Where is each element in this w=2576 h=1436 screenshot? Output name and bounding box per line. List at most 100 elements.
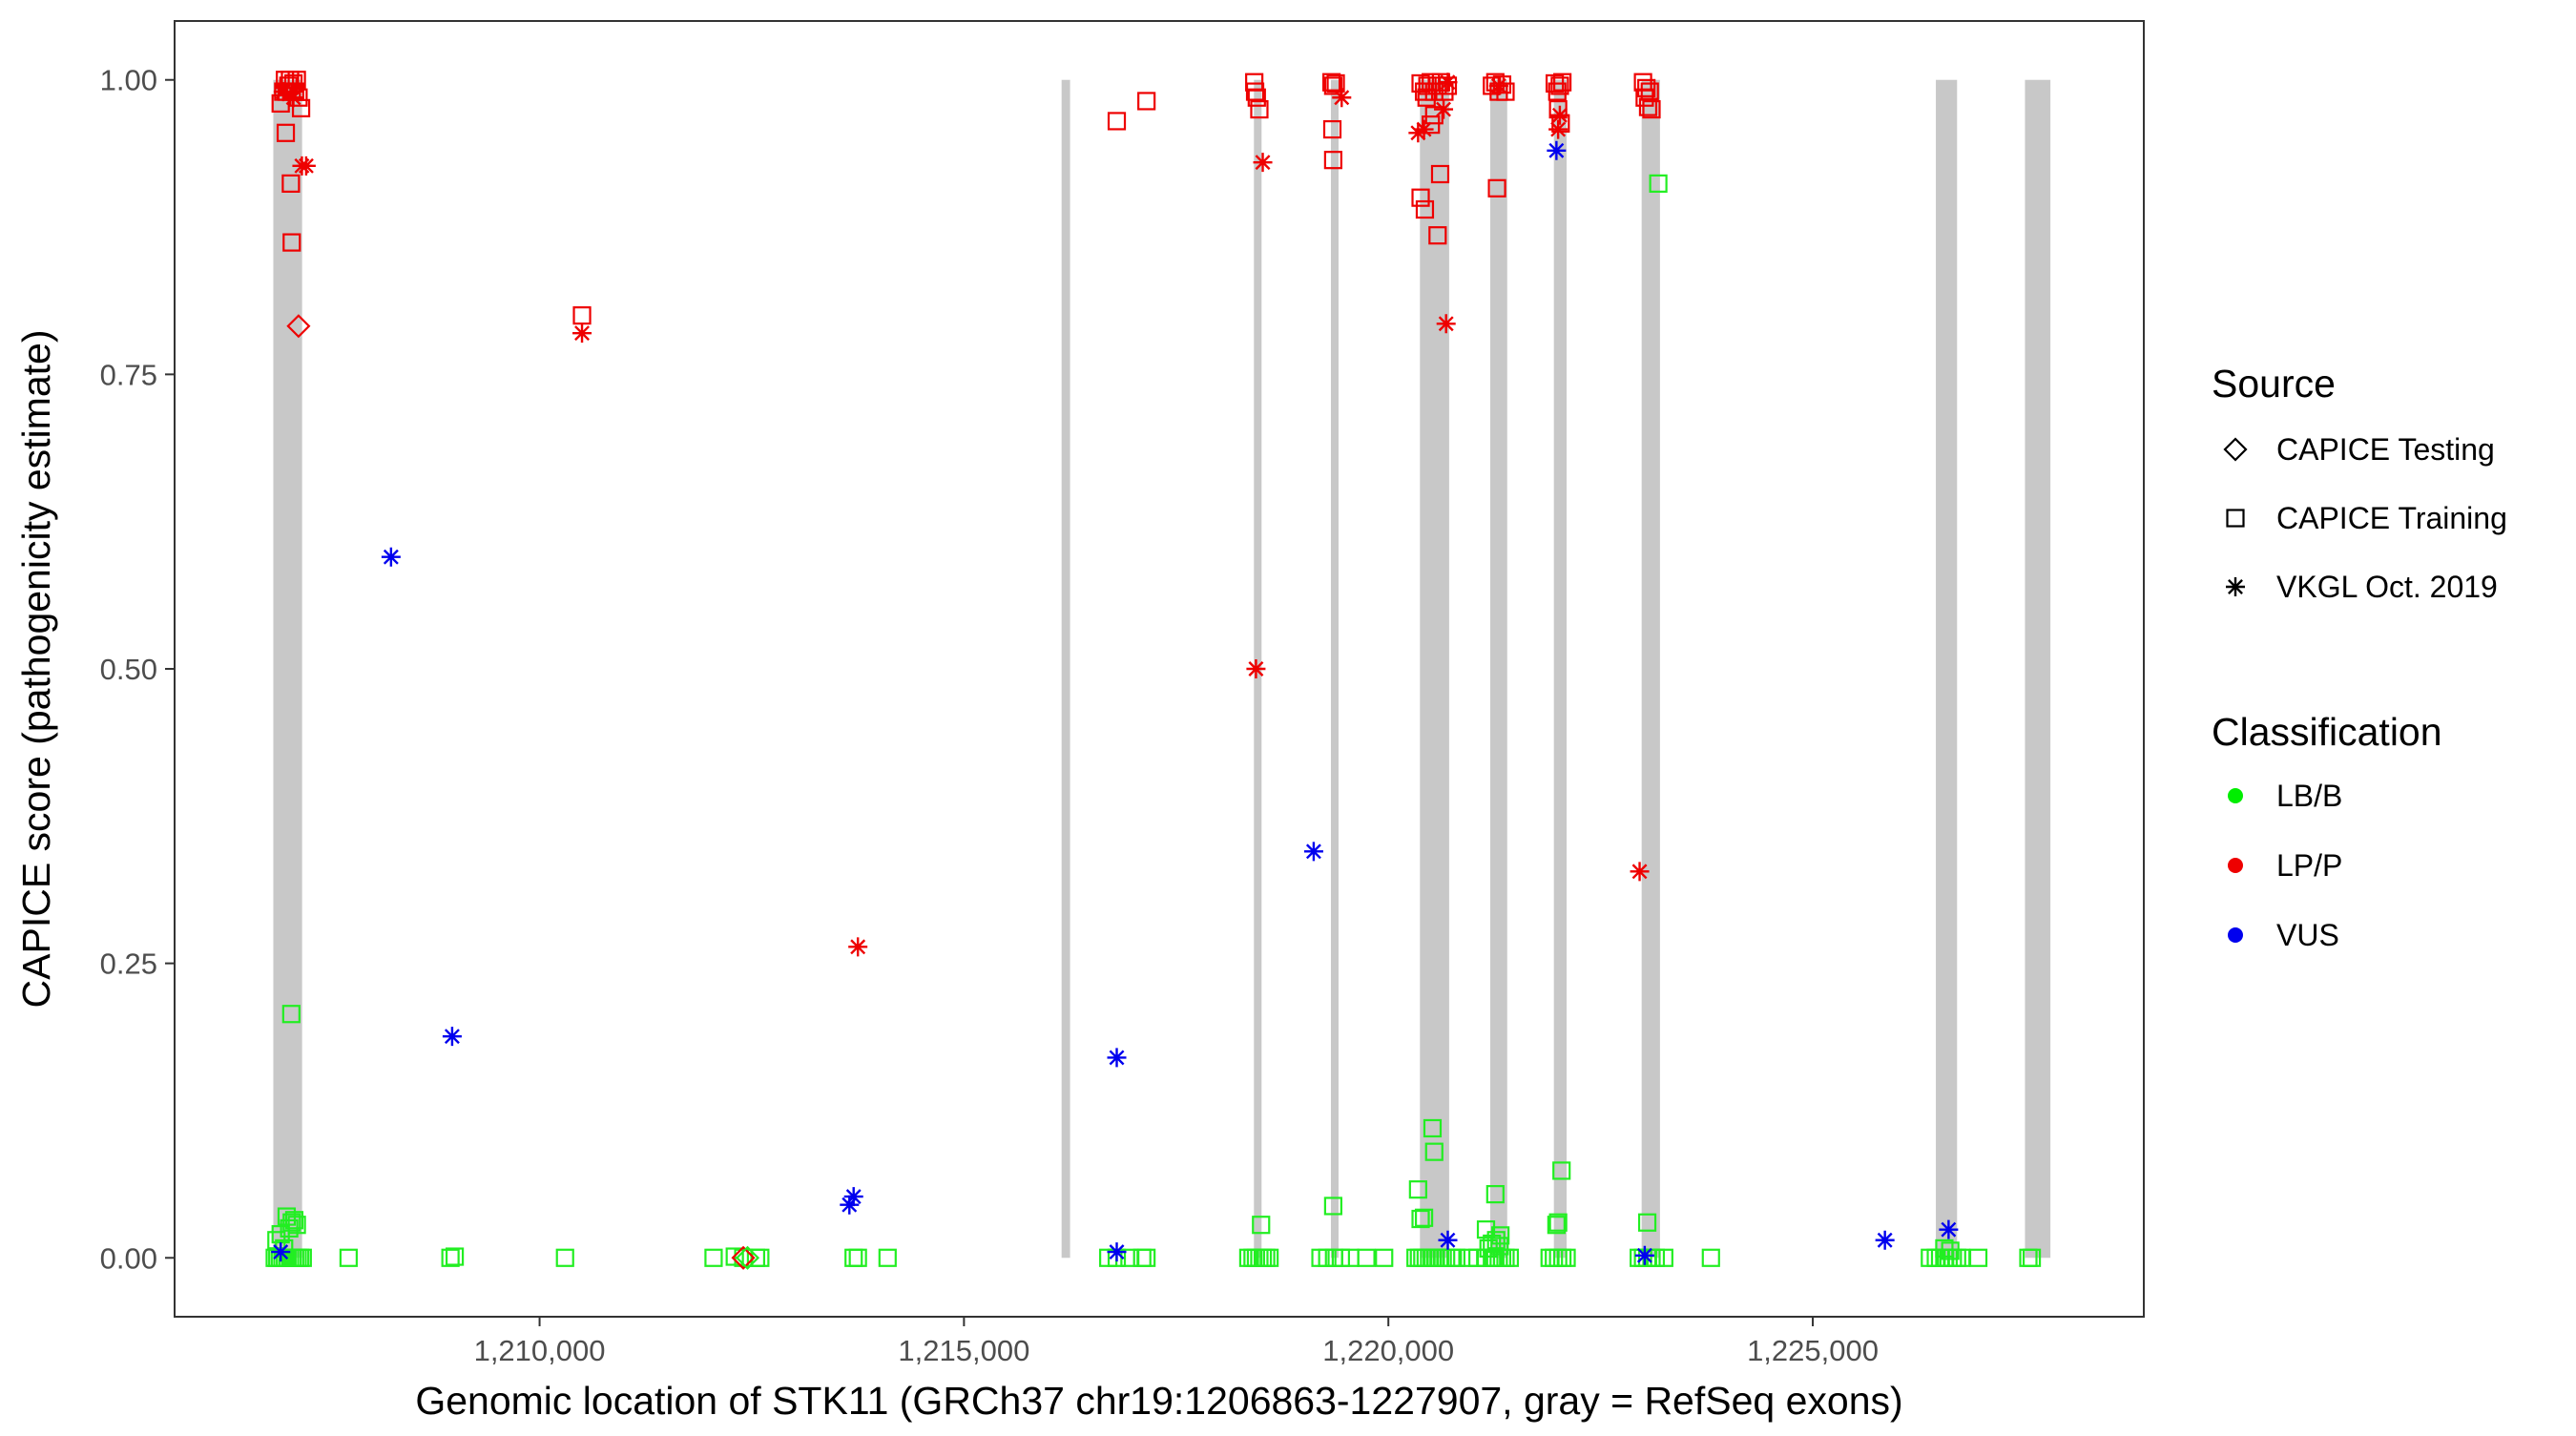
data-point: [1488, 75, 1508, 95]
legend-source-title: Source: [2212, 362, 2336, 406]
y-tick-label: 0.00: [100, 1241, 157, 1275]
data-point: [1411, 188, 1430, 207]
data-point: [1107, 1242, 1127, 1262]
data-point: [271, 1242, 291, 1262]
data-point: [1548, 82, 1567, 101]
data-point: [282, 233, 301, 252]
legend-key-square: [2226, 509, 2245, 528]
data-point: [286, 314, 311, 339]
data-point: [1549, 105, 1569, 125]
exon-bands: [273, 79, 2051, 1259]
data-point: [1968, 1248, 1988, 1267]
data-point: [445, 1247, 465, 1266]
legend-key-dot: [2228, 788, 2243, 803]
data-point: [1485, 1185, 1505, 1204]
legend-source-label: VKGL Oct. 2019: [2276, 570, 2498, 604]
data-point: [1430, 164, 1450, 184]
data-point: [1417, 88, 1436, 107]
data-point: [1941, 1241, 1960, 1260]
data-point: [1638, 97, 1658, 116]
data-point: [1637, 78, 1656, 97]
data-point: [1875, 1230, 1895, 1250]
data-point: [751, 1248, 770, 1267]
data-point: [555, 1248, 574, 1267]
data-point: [848, 1248, 867, 1267]
data-point: [1252, 1216, 1271, 1235]
data-point: [1250, 99, 1269, 119]
data-point: [1323, 76, 1342, 95]
exon-band: [1061, 79, 1070, 1259]
data-point: [1423, 1118, 1443, 1138]
data-point: [273, 82, 293, 102]
legend-classification-label: LP/P: [2276, 848, 2342, 883]
y-tick-label: 1.00: [100, 64, 157, 97]
data-point: [1137, 1248, 1156, 1267]
exon-band: [1936, 79, 1958, 1259]
legend-key-asterisk: [2226, 577, 2245, 596]
legend-source-items: CAPICE Testing CAPICE Training VKGL Oct. 2…: [2223, 432, 2507, 604]
data-point: [293, 1248, 312, 1267]
y-axis-label: CAPICE score (pathogenicity estimate): [14, 330, 58, 1009]
data-point: [296, 156, 316, 176]
data-point: [840, 1195, 860, 1215]
data-point: [1935, 1238, 1954, 1258]
exon-band: [273, 79, 302, 1259]
y-tick-label: 0.75: [100, 358, 157, 391]
data-point: [1303, 842, 1323, 862]
data-point: [843, 1187, 863, 1207]
data-point: [1321, 73, 1341, 92]
data-point: [1486, 1231, 1506, 1250]
legend-key-dot: [2228, 858, 2243, 873]
data-point: [1435, 82, 1454, 101]
data-point: [283, 88, 303, 108]
data-point: [276, 123, 296, 142]
data-point: [731, 1245, 756, 1270]
legend-source-item: CAPICE Testing: [2223, 432, 2495, 467]
data-point: [1654, 1248, 1673, 1267]
exon-band: [2025, 79, 2051, 1259]
data-point: [1332, 88, 1352, 108]
data-point: [1245, 82, 1265, 101]
x-tick-label: 1,215,000: [898, 1334, 1029, 1367]
exon-band: [1553, 79, 1568, 1259]
x-tick-label: 1,220,000: [1322, 1334, 1454, 1367]
data-point: [2022, 1248, 2042, 1267]
data-point: [1634, 1245, 1654, 1265]
data-point: [1411, 1209, 1430, 1229]
x-tick-label: 1,225,000: [1747, 1334, 1879, 1367]
data-point: [1322, 119, 1342, 139]
data-point: [1246, 659, 1266, 678]
x-axis-label: Genomic location of STK11 (GRCh37 chr19:…: [415, 1379, 1902, 1423]
data-point: [1323, 1197, 1342, 1216]
data-point: [1434, 99, 1454, 119]
data-point: [1701, 1248, 1720, 1267]
exon-band: [1489, 79, 1507, 1259]
data-point: [1446, 1248, 1465, 1267]
exon-band: [1330, 79, 1339, 1259]
data-point: [1253, 153, 1273, 173]
data-point: [1557, 1248, 1576, 1267]
data-point: [284, 1211, 304, 1230]
exon-band: [1420, 79, 1449, 1259]
legend-source-item: VKGL Oct. 2019: [2226, 570, 2498, 604]
y-tick-label: 0.25: [100, 947, 157, 981]
data-point: [848, 937, 868, 957]
data-point: [287, 71, 306, 90]
data-point: [735, 1245, 760, 1270]
data-point: [1107, 1048, 1127, 1068]
data-point: [1490, 1237, 1509, 1256]
data-point: [572, 323, 592, 343]
data-point: [572, 306, 592, 325]
data-point: [281, 174, 301, 193]
data-point: [1547, 140, 1567, 160]
data-point: [1414, 119, 1434, 139]
data-point: [1547, 1216, 1566, 1235]
data-point: [1552, 1161, 1571, 1180]
data-point: [1422, 115, 1441, 135]
data-point: [282, 1213, 301, 1232]
data-point: [1630, 862, 1650, 882]
data-point: [1408, 123, 1428, 143]
data-point: [1260, 1248, 1279, 1267]
data-point: [291, 98, 311, 117]
x-tick-label: 1,210,000: [474, 1334, 606, 1367]
